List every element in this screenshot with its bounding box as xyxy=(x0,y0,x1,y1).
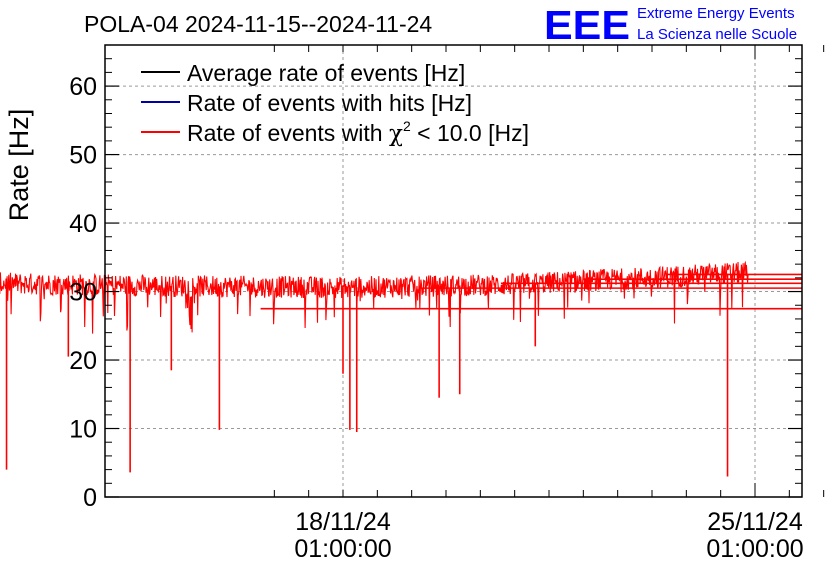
legend-label-hits: Rate of events with hits [Hz] xyxy=(187,90,472,116)
legend-label-chi2: Rate of events with χ2 < 10.0 [Hz] xyxy=(187,118,529,147)
logo-line2: La Scienza nelle Scuole xyxy=(637,26,797,43)
logo-eee-text: EEE xyxy=(544,2,630,48)
legend-chi2-sup: 2 xyxy=(403,118,411,134)
y-tick-label-20: 20 xyxy=(69,347,97,375)
logo-line1: Extreme Energy Events xyxy=(637,5,795,22)
y-axis-label: Rate [Hz] xyxy=(4,109,34,222)
legend: Average rate of events [Hz] Rate of even… xyxy=(141,60,529,147)
y-tick-label-30: 30 xyxy=(69,279,97,307)
x-tick-time-1: 01:00:00 xyxy=(706,535,803,563)
y-tick-label-0: 0 xyxy=(83,484,97,512)
legend-label-average: Average rate of events [Hz] xyxy=(187,60,465,86)
legend-chi2-post: < 10.0 [Hz] xyxy=(411,120,529,146)
plot-frame xyxy=(104,44,803,498)
y-tick-label-50: 50 xyxy=(69,142,97,170)
axes: 010203040506018/11/2401:00:0025/11/2401:… xyxy=(69,44,825,563)
eee-logo: EEE Extreme Energy Events La Scienza nel… xyxy=(544,2,797,48)
legend-chi2-chi: χ xyxy=(389,121,403,147)
y-tick-label-40: 40 xyxy=(69,210,97,238)
chart-title: POLA-04 2024-11-15--2024-11-24 xyxy=(84,11,432,37)
x-tick-date-1: 25/11/24 xyxy=(707,508,803,536)
y-tick-label-10: 10 xyxy=(69,416,97,444)
x-tick-time-0: 01:00:00 xyxy=(294,535,391,563)
data-layer xyxy=(0,260,802,477)
x-tick-date-0: 18/11/24 xyxy=(295,508,391,536)
legend-chi2-pre: Rate of events with xyxy=(187,120,389,146)
y-tick-label-60: 60 xyxy=(69,73,97,101)
